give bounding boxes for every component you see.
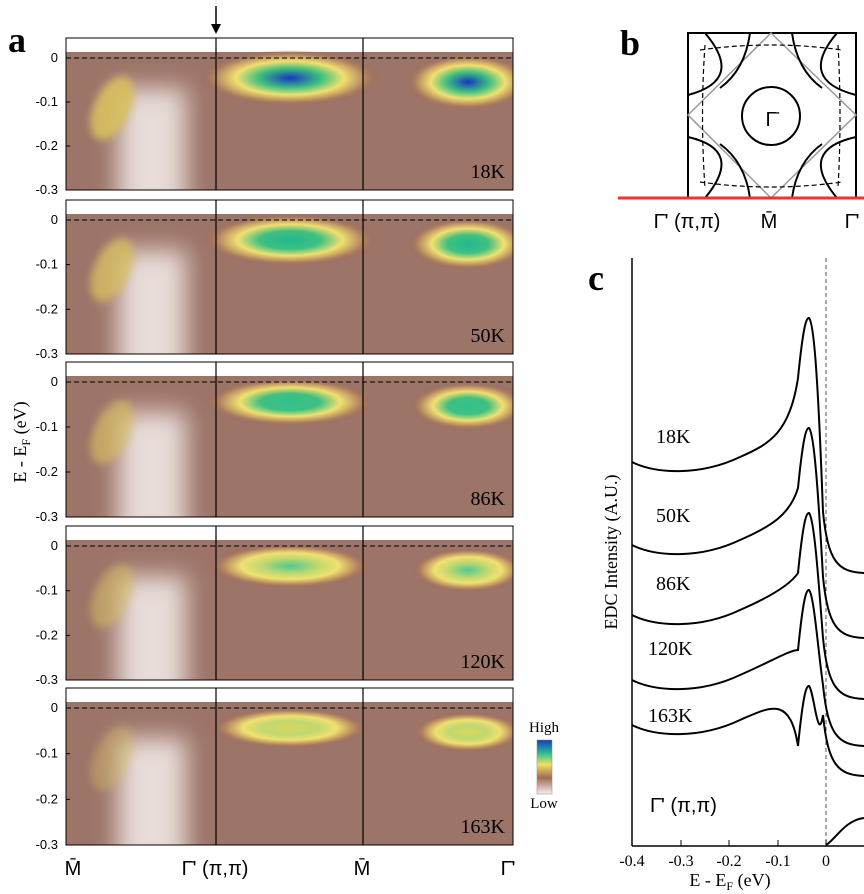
temperature-label: 18K bbox=[471, 161, 506, 183]
curve-label: 163K bbox=[648, 705, 693, 727]
band bbox=[406, 54, 513, 110]
panel-letter: a bbox=[8, 20, 26, 60]
y-tick-label: -0.1 bbox=[36, 746, 58, 761]
edc-curve bbox=[631, 684, 864, 777]
frame bbox=[65, 687, 514, 846]
y-tick-label: 0 bbox=[51, 700, 58, 715]
y-tick-label: -0.2 bbox=[36, 464, 58, 479]
y-tick-label: -0.3 bbox=[36, 837, 58, 852]
arpes-image bbox=[66, 526, 513, 680]
frame bbox=[65, 361, 514, 518]
point-label: Γ̄' (π,π) bbox=[650, 795, 717, 817]
y-tick-label: -0.2 bbox=[36, 301, 58, 316]
x-label: M̄ bbox=[354, 857, 371, 880]
b-label: M̄ bbox=[761, 210, 778, 233]
y-tick-label: -0.2 bbox=[36, 791, 58, 806]
y-tick-label: -0.2 bbox=[36, 138, 58, 153]
x-tick-label: -0.3 bbox=[668, 853, 693, 870]
center-label: Γ̄ bbox=[765, 109, 779, 131]
blob bbox=[90, 400, 134, 464]
arpes-image bbox=[66, 688, 513, 845]
x-axis-label: E - EF (eV) bbox=[689, 870, 770, 893]
y-tick-label: 0 bbox=[51, 374, 58, 389]
x-label: Γ̄' bbox=[501, 858, 516, 880]
edc-curve bbox=[631, 316, 864, 574]
b-label: Γ̄' bbox=[845, 211, 860, 233]
blob bbox=[90, 238, 134, 302]
y-tick-label: -0.3 bbox=[36, 182, 58, 197]
edc-curves: 18K 50K 86K 120K 163K -0.4 -0.3 -0.2 -0.1 0 bbox=[619, 316, 864, 870]
blob bbox=[90, 76, 134, 140]
blob bbox=[90, 726, 134, 790]
panel-letter: b bbox=[620, 23, 640, 63]
temperature-label: 163K bbox=[461, 816, 506, 838]
y-tick-label: -0.3 bbox=[36, 509, 58, 524]
band bbox=[203, 214, 377, 266]
band bbox=[408, 218, 513, 270]
brillouin-zone bbox=[686, 31, 858, 200]
y-tick-label: 0 bbox=[51, 538, 58, 553]
band bbox=[412, 548, 513, 592]
colorbar-high: High bbox=[529, 720, 560, 736]
band bbox=[212, 708, 368, 748]
panel-letter: c bbox=[588, 258, 604, 298]
edc-curve bbox=[631, 588, 864, 747]
x-tick-label: -0.4 bbox=[619, 853, 644, 870]
frame bbox=[65, 37, 514, 191]
y-tick-label: 0 bbox=[51, 212, 58, 227]
temperature-label: 86K bbox=[471, 488, 506, 510]
y-tick-label: -0.3 bbox=[36, 672, 58, 687]
x-tick-label: -0.1 bbox=[765, 853, 790, 870]
y-tick-label: -0.1 bbox=[36, 257, 58, 272]
colorbar bbox=[536, 739, 553, 795]
arpes-image bbox=[66, 362, 513, 517]
y-axis-label: E - EF (eV) bbox=[10, 401, 33, 482]
temperature-label: 120K bbox=[461, 651, 506, 673]
edc-curve bbox=[631, 426, 864, 639]
edc-curve bbox=[825, 817, 864, 846]
x-tick-label: 0 bbox=[822, 853, 830, 870]
x-tick-label: -0.2 bbox=[716, 853, 741, 870]
y-axis-label: EDC Intensity (A.U.) bbox=[601, 475, 622, 630]
frame bbox=[65, 199, 514, 355]
panel-a: 0 -0.1 -0.2 -0.3 18K 0 -0.1 -0.2 -0.3 50K 0 -0.1 -0.… bbox=[36, 37, 514, 852]
blob bbox=[90, 564, 134, 628]
band bbox=[410, 382, 513, 430]
x-label: M̄ bbox=[65, 857, 82, 880]
curve-label: 18K bbox=[656, 426, 691, 448]
x-label: Γ̄' (π,π) bbox=[182, 858, 249, 880]
frame bbox=[65, 525, 514, 681]
band bbox=[206, 378, 374, 426]
y-tick-label: -0.1 bbox=[36, 419, 58, 434]
arpes-image bbox=[66, 200, 513, 354]
curve-label: 86K bbox=[656, 573, 691, 595]
y-tick-label: -0.1 bbox=[36, 94, 58, 109]
arpes-image bbox=[66, 38, 513, 190]
y-tick-label: -0.1 bbox=[36, 583, 58, 598]
arrow-head bbox=[211, 24, 221, 34]
band bbox=[414, 712, 513, 752]
curve-label: 50K bbox=[656, 505, 691, 527]
y-tick-label: 0 bbox=[51, 50, 58, 65]
y-tick-label: -0.2 bbox=[36, 627, 58, 642]
edc-curve bbox=[631, 511, 864, 700]
curve-label: 120K bbox=[648, 638, 693, 660]
band bbox=[200, 50, 380, 106]
band bbox=[209, 544, 371, 588]
temperature-label: 50K bbox=[471, 325, 506, 347]
y-tick-label: -0.3 bbox=[36, 346, 58, 361]
b-label: Γ̄' (π,π) bbox=[654, 211, 721, 233]
colorbar-low: Low bbox=[530, 796, 558, 812]
